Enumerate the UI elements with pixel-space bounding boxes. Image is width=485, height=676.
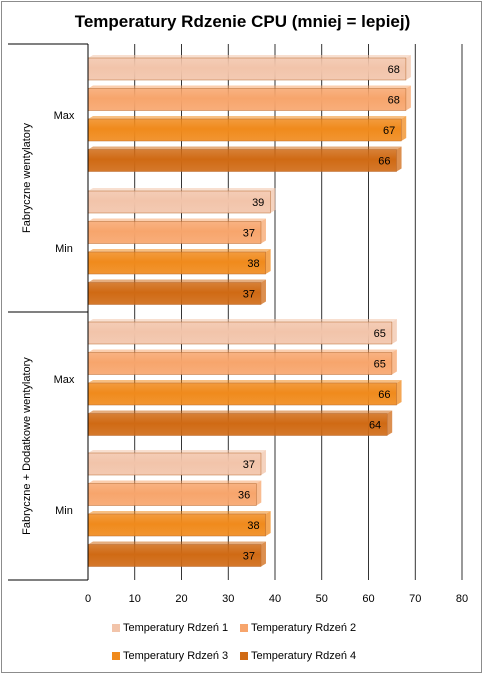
bar-g1-s1-c2 bbox=[87, 483, 257, 506]
legend-label-4: Temperatury Rdzeń 4 bbox=[251, 650, 357, 662]
legend-label-2: Temperatury Rdzeń 2 bbox=[251, 622, 357, 634]
bar-side-g0-s1-c1 bbox=[270, 188, 276, 213]
x-tick-label-80: 80 bbox=[456, 593, 468, 605]
chart-title: Temperatury Rdzenie CPU (mniej = lepiej) bbox=[74, 12, 411, 31]
x-tick-label-30: 30 bbox=[222, 593, 234, 605]
bar-top-g1-s0-c3 bbox=[88, 380, 402, 383]
bar-top-g0-s1-c1 bbox=[88, 188, 276, 191]
data-label-g0-s0-c1: 68 bbox=[388, 64, 400, 76]
data-label-g0-s0-c4: 66 bbox=[378, 156, 390, 168]
legend-label-3: Temperatury Rdzeń 3 bbox=[123, 650, 229, 662]
data-label-g0-s1-c4: 37 bbox=[243, 289, 255, 301]
bar-g0-s0-c4 bbox=[87, 149, 397, 172]
data-label-g1-s1-c1: 37 bbox=[243, 459, 255, 471]
bar-g0-s0-c1 bbox=[87, 57, 407, 81]
data-label-g1-s1-c4: 37 bbox=[243, 551, 255, 563]
bar-g1-s0-c1 bbox=[87, 321, 393, 345]
data-label-g1-s0-c2: 65 bbox=[374, 359, 386, 371]
category-label-max-1: Max bbox=[54, 374, 75, 386]
bar-g1-s1-c3 bbox=[87, 513, 266, 537]
bar-top-g1-s1-c4 bbox=[88, 541, 266, 545]
x-tick-label-60: 60 bbox=[362, 593, 374, 605]
legend-swatch-1 bbox=[112, 624, 120, 632]
bar-g0-s1-c1 bbox=[87, 190, 271, 214]
bar-top-g0-s0-c3 bbox=[88, 116, 407, 119]
bar-top-g1-s0-c4 bbox=[88, 410, 393, 414]
bar-top-g0-s1-c4 bbox=[88, 279, 266, 283]
x-tick-label-10: 10 bbox=[129, 593, 141, 605]
bar-top-g1-s1-c3 bbox=[88, 511, 271, 514]
bar-side-g0-s1-c4 bbox=[260, 279, 266, 305]
bar-side-g0-s1-c3 bbox=[265, 249, 271, 274]
bar-side-g1-s0-c3 bbox=[396, 380, 402, 405]
legend-label-1: Temperatury Rdzeń 1 bbox=[123, 622, 229, 634]
bar-top-g1-s1-c2 bbox=[88, 480, 262, 484]
bar-g0-s1-c3 bbox=[87, 251, 266, 275]
data-label-g0-s0-c3: 67 bbox=[383, 125, 395, 137]
bar-top-g0-s0-c4 bbox=[88, 146, 402, 150]
bar-top-g0-s1-c3 bbox=[88, 249, 271, 252]
data-label-g1-s0-c3: 66 bbox=[378, 389, 390, 401]
bar-side-g1-s0-c1 bbox=[391, 319, 397, 344]
category-label-min-1: Min bbox=[55, 505, 73, 517]
bar-g0-s0-c3 bbox=[87, 118, 402, 142]
x-tick-label-50: 50 bbox=[316, 593, 328, 605]
bar-top-g1-s0-c2 bbox=[88, 349, 397, 353]
data-label-g0-s1-c1: 39 bbox=[252, 197, 264, 209]
x-tick-label-40: 40 bbox=[269, 593, 281, 605]
data-label-g1-s1-c2: 36 bbox=[238, 490, 250, 502]
data-label-g0-s0-c2: 68 bbox=[388, 95, 400, 107]
bar-side-g0-s0-c1 bbox=[405, 55, 411, 80]
x-tick-label-20: 20 bbox=[175, 593, 187, 605]
data-label-g1-s0-c4: 64 bbox=[369, 420, 381, 432]
bar-top-g0-s0-c2 bbox=[88, 85, 411, 89]
bar-side-g1-s1-c4 bbox=[260, 541, 266, 567]
x-tick-label-70: 70 bbox=[409, 593, 421, 605]
category-label-max-0: Max bbox=[54, 110, 75, 122]
bar-g1-s0-c2 bbox=[87, 352, 393, 375]
bar-g1-s1-c1 bbox=[87, 452, 262, 476]
bar-side-g0-s0-c4 bbox=[396, 146, 402, 172]
legend-swatch-2 bbox=[240, 624, 248, 632]
legend-item-2: Temperatury Rdzeń 2 bbox=[240, 622, 356, 634]
category-label-min-0: Min bbox=[55, 243, 73, 255]
bar-side-g1-s1-c3 bbox=[265, 511, 271, 536]
data-label-g0-s1-c2: 37 bbox=[243, 228, 255, 240]
bar-side-g1-s0-c2 bbox=[391, 349, 397, 375]
bar-g1-s0-c4 bbox=[87, 413, 388, 436]
bar-side-g1-s1-c2 bbox=[256, 480, 262, 506]
legend-item-1: Temperatury Rdzeń 1 bbox=[112, 622, 228, 634]
legend-swatch-3 bbox=[112, 652, 120, 660]
legend-item-3: Temperatury Rdzeń 3 bbox=[112, 650, 228, 662]
bar-top-g1-s0-c1 bbox=[88, 319, 397, 322]
data-label-g1-s1-c3: 38 bbox=[247, 520, 259, 532]
bar-side-g0-s1-c2 bbox=[260, 218, 266, 244]
data-label-g1-s0-c1: 65 bbox=[374, 328, 386, 340]
group-label-1: Fabryczne + Dodatkowe wentylatory bbox=[21, 357, 33, 535]
legend-swatch-4 bbox=[240, 652, 248, 660]
bar-g0-s1-c4 bbox=[87, 282, 262, 305]
bar-side-g1-s0-c4 bbox=[387, 410, 393, 436]
bar-side-g1-s1-c1 bbox=[260, 450, 266, 475]
bar-side-g0-s0-c2 bbox=[405, 85, 411, 111]
bar-g1-s1-c4 bbox=[87, 544, 262, 567]
bar-top-g0-s1-c2 bbox=[88, 218, 266, 222]
bar-g1-s0-c3 bbox=[87, 382, 397, 406]
bar-top-g1-s1-c1 bbox=[88, 450, 266, 453]
bar-top-g0-s0-c1 bbox=[88, 55, 411, 58]
bar-g0-s0-c2 bbox=[87, 88, 407, 111]
x-tick-label-0: 0 bbox=[85, 593, 91, 605]
data-label-g0-s1-c3: 38 bbox=[247, 258, 259, 270]
bar-side-g0-s0-c3 bbox=[401, 116, 407, 141]
legend-item-4: Temperatury Rdzeń 4 bbox=[240, 650, 356, 662]
group-label-0: Fabryczne wentylatory bbox=[21, 122, 33, 233]
bar-g0-s1-c2 bbox=[87, 221, 262, 244]
